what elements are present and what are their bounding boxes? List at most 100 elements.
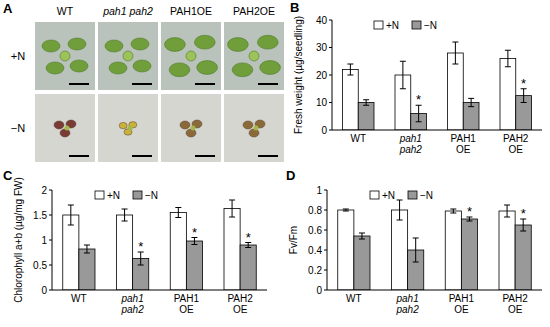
label-line: PAH2 bbox=[503, 133, 529, 144]
leaf bbox=[70, 60, 88, 72]
bar bbox=[354, 236, 370, 290]
scale-bar bbox=[132, 155, 152, 157]
seedling bbox=[243, 120, 265, 137]
y-axis bbox=[52, 190, 53, 290]
label-line: OE bbox=[454, 304, 469, 315]
error-cap bbox=[520, 231, 526, 232]
y-tick-label: 40 bbox=[316, 15, 328, 26]
photo bbox=[35, 22, 95, 90]
photo bbox=[161, 94, 221, 162]
label-line: pah2 bbox=[121, 304, 145, 315]
legend-swatch bbox=[374, 21, 383, 29]
leaf bbox=[42, 40, 60, 52]
y-tick-label: 30 bbox=[316, 42, 328, 53]
error-bar bbox=[504, 205, 510, 217]
error-stem bbox=[453, 209, 454, 213]
y-tick-label: 0.4 bbox=[308, 245, 322, 256]
photo bbox=[98, 94, 158, 162]
error-cap bbox=[363, 99, 369, 100]
leaf bbox=[260, 61, 281, 75]
y-tick-label: 0 bbox=[41, 285, 47, 296]
bar bbox=[515, 225, 531, 290]
photo bbox=[224, 94, 284, 162]
column-label: PAH2OE bbox=[233, 5, 275, 17]
error-stem bbox=[402, 61, 403, 89]
seedling bbox=[119, 122, 137, 136]
y-axis-label: Fv/Fm bbox=[288, 226, 299, 254]
error-cap bbox=[229, 200, 235, 201]
error-stem bbox=[124, 209, 125, 221]
error-bar bbox=[505, 50, 511, 67]
error-stem bbox=[507, 205, 508, 217]
error-cap bbox=[450, 209, 456, 210]
error-cap bbox=[397, 200, 403, 201]
panel-letter: A bbox=[3, 1, 13, 16]
x-tick-label: pah1pah2 bbox=[396, 293, 420, 315]
error-stem bbox=[415, 238, 416, 262]
x-tick-label: PAH1OE bbox=[449, 293, 475, 315]
y-tick-label: 1 bbox=[41, 235, 47, 246]
error-cap bbox=[343, 209, 349, 210]
significance: * bbox=[521, 206, 526, 221]
error-bar bbox=[521, 89, 527, 103]
bar bbox=[240, 245, 256, 290]
error-cap bbox=[521, 102, 527, 103]
error-stem bbox=[455, 42, 456, 64]
leaf bbox=[109, 62, 127, 74]
error-cap bbox=[245, 247, 251, 248]
error-bar bbox=[359, 233, 365, 239]
leaf bbox=[105, 40, 123, 52]
error-cap bbox=[505, 50, 511, 51]
error-stem bbox=[399, 200, 400, 220]
leaf bbox=[46, 62, 64, 74]
label-line: pah2 bbox=[399, 144, 423, 155]
error-stem bbox=[471, 98, 472, 106]
error-cap bbox=[504, 205, 510, 206]
leaf bbox=[232, 63, 253, 77]
error-stem bbox=[366, 100, 367, 106]
label-line: WT bbox=[71, 293, 87, 304]
bar bbox=[63, 215, 79, 290]
error-bar bbox=[400, 61, 406, 89]
x-tick-label: PAH2OE bbox=[227, 293, 253, 315]
error-stem bbox=[178, 208, 179, 218]
y-tick-label: 10 bbox=[316, 97, 328, 108]
bar bbox=[499, 211, 515, 290]
error-bar bbox=[347, 64, 353, 75]
error-cap bbox=[359, 239, 365, 240]
scale-bar bbox=[69, 155, 89, 157]
seedling bbox=[105, 38, 151, 74]
error-bar bbox=[450, 209, 456, 213]
leaf bbox=[133, 60, 151, 72]
significance: * bbox=[246, 230, 251, 245]
error-cap bbox=[397, 220, 403, 221]
seedling bbox=[228, 35, 281, 76]
x-tick-label: PAH1OE bbox=[451, 133, 477, 155]
label-line: pah2 bbox=[396, 304, 420, 315]
panel-letter: D bbox=[286, 168, 295, 183]
leaf bbox=[169, 63, 190, 77]
leaf bbox=[194, 35, 215, 49]
error-cap bbox=[347, 64, 353, 65]
column-label: WT bbox=[57, 5, 74, 17]
row-label: −N bbox=[11, 122, 25, 134]
significance: * bbox=[138, 239, 143, 254]
leaf bbox=[68, 38, 86, 50]
label-line: PAH1 bbox=[174, 293, 200, 304]
error-cap bbox=[84, 253, 90, 254]
leaf bbox=[165, 38, 186, 52]
error-cap bbox=[468, 106, 474, 107]
error-bar bbox=[413, 238, 419, 262]
error-cap bbox=[413, 262, 419, 263]
significance: * bbox=[467, 204, 472, 219]
legend-label: −N bbox=[424, 20, 437, 31]
x-tick-label: PAH1OE bbox=[174, 293, 200, 315]
bar bbox=[463, 103, 479, 131]
legend-label: −N bbox=[145, 190, 158, 201]
error-cap bbox=[191, 244, 197, 245]
x-tick-label: PAH2OE bbox=[502, 293, 528, 315]
seedling bbox=[42, 38, 88, 74]
scale-bar bbox=[195, 83, 215, 85]
leaf bbox=[249, 51, 259, 61]
y-axis-label: Chlorophyll a+b (µg/mg FW) bbox=[13, 177, 24, 303]
